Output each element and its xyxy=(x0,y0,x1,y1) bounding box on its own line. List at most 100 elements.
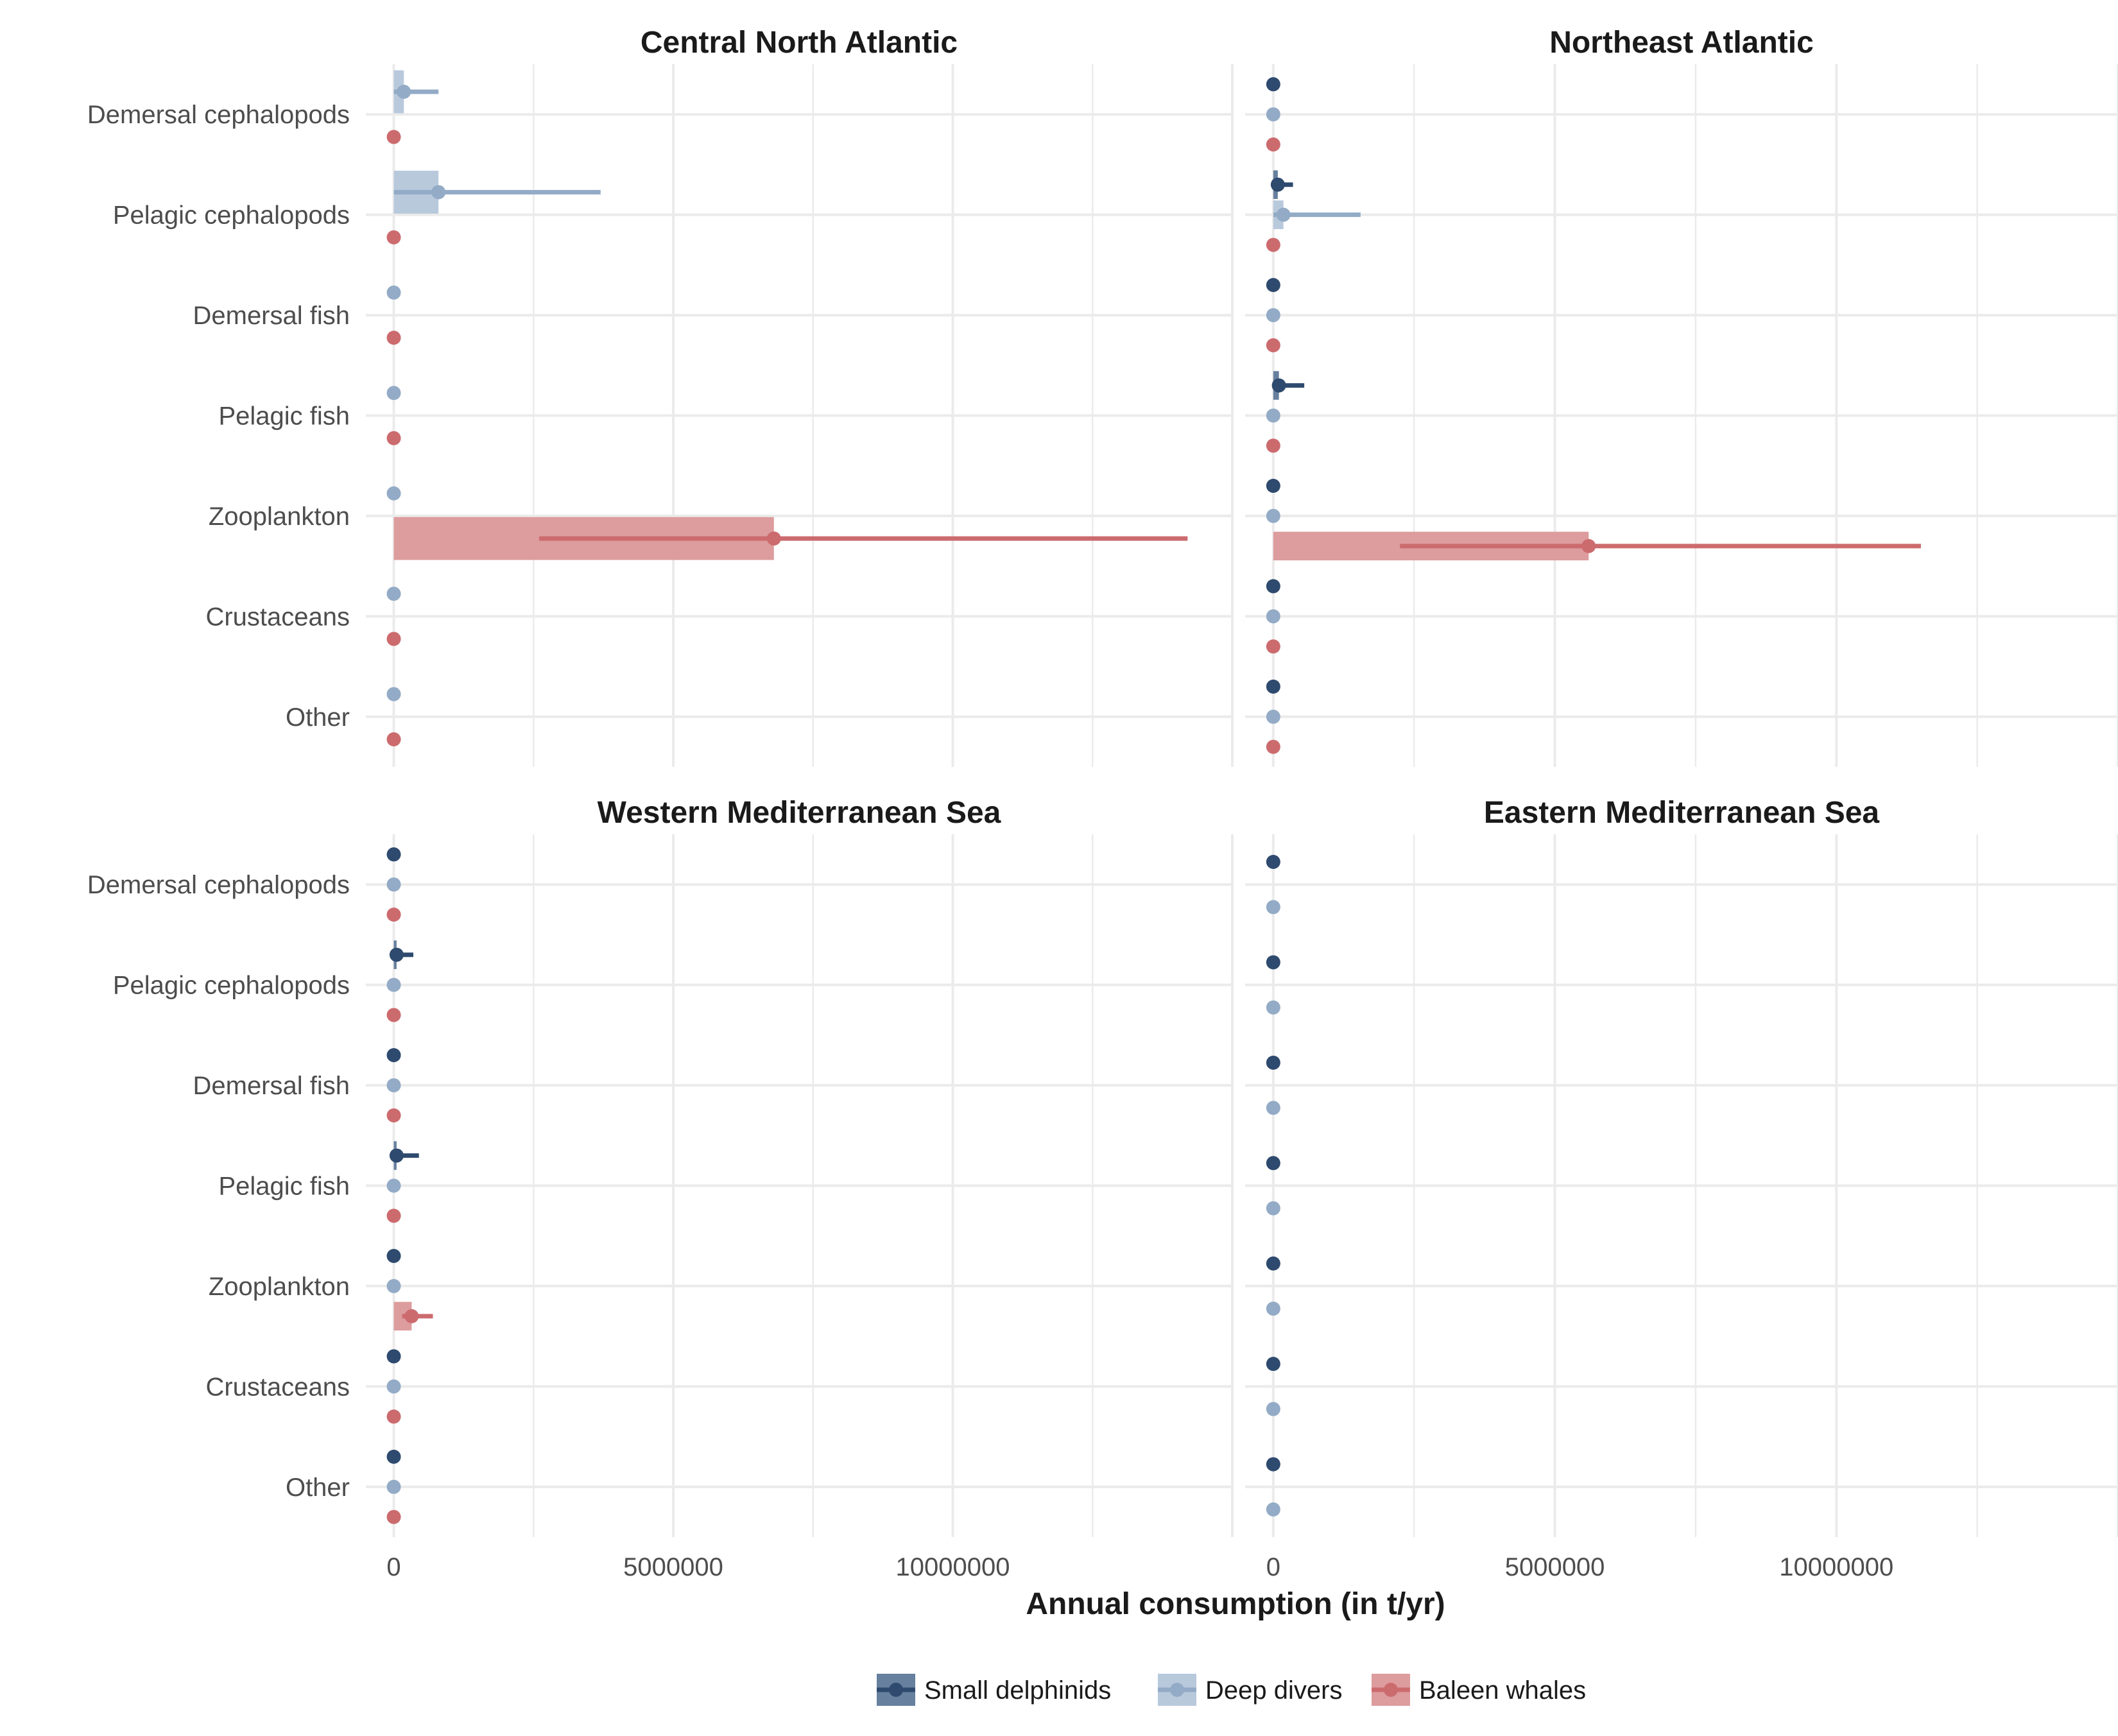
point-baleen-whales xyxy=(386,230,401,245)
point-deep-divers xyxy=(1266,508,1280,523)
legend-label: Baleen whales xyxy=(1419,1676,1586,1705)
y-tick-label: Pelagic fish xyxy=(218,1173,350,1201)
x-tick-label: 5000000 xyxy=(1505,1553,1605,1581)
point-deep-divers xyxy=(386,1479,401,1494)
point-small-delphinids xyxy=(386,1048,401,1063)
point-deep-divers xyxy=(386,1278,401,1293)
point-baleen-whales xyxy=(766,531,781,546)
point-small-delphinids xyxy=(1266,579,1280,594)
point-small-delphinids xyxy=(386,1249,401,1263)
point-small-delphinids xyxy=(386,847,401,862)
point-deep-divers xyxy=(1266,1000,1280,1015)
point-baleen-whales xyxy=(1266,739,1280,754)
point-deep-divers xyxy=(1266,308,1280,323)
point-deep-divers xyxy=(386,977,401,992)
point-baleen-whales xyxy=(386,732,401,746)
panel-northeast-atlantic: Northeast Atlantic xyxy=(1245,26,2118,767)
point-small-delphinids xyxy=(1266,278,1280,293)
point-deep-divers xyxy=(1266,1502,1280,1517)
series-deep-divers xyxy=(386,877,401,1494)
x-tick-label: 0 xyxy=(386,1553,400,1581)
point-baleen-whales xyxy=(386,431,401,445)
panel-western-mediterranean-sea: Western Mediterranean Sea Demersal cephal… xyxy=(87,796,1234,1581)
point-baleen-whales xyxy=(404,1309,419,1323)
x-tick-label: 5000000 xyxy=(623,1553,723,1581)
point-baleen-whales xyxy=(1266,338,1280,352)
series-deep-divers xyxy=(1266,900,1280,1517)
panel-title: Eastern Mediterranean Sea xyxy=(1484,796,1880,830)
point-deep-divers xyxy=(1266,408,1280,423)
panel-central-north-atlantic: Central North Atlantic Demersal cephalopo… xyxy=(87,26,1234,767)
point-deep-divers xyxy=(386,877,401,892)
series-small-delphinids xyxy=(1266,855,1280,1472)
legend-item-deep-divers: Deep divers xyxy=(1158,1674,1342,1706)
point-baleen-whales xyxy=(386,331,401,345)
point-deep-divers xyxy=(1266,1101,1280,1115)
point-baleen-whales xyxy=(386,1108,401,1122)
point-small-delphinids xyxy=(1266,1055,1280,1070)
series-baleen-whales xyxy=(386,130,1188,746)
point-baleen-whales xyxy=(1266,137,1280,152)
legend-item-baleen-whales: Baleen whales xyxy=(1372,1674,1586,1706)
legend-item-small-delphinids: Small delphinids xyxy=(877,1674,1111,1706)
point-small-delphinids xyxy=(1266,679,1280,694)
point-baleen-whales xyxy=(386,1409,401,1424)
legend: Small delphinids Deep divers Baleen whales xyxy=(877,1674,1586,1706)
y-tick-label: Pelagic cephalopods xyxy=(113,972,350,1000)
point-baleen-whales xyxy=(1581,538,1596,553)
point-small-delphinids xyxy=(389,947,404,962)
panel-title: Western Mediterranean Sea xyxy=(598,796,1001,830)
point-small-delphinids xyxy=(1266,1256,1280,1271)
y-tick-label: Pelagic cephalopods xyxy=(113,202,350,230)
point-baleen-whales xyxy=(1266,438,1280,453)
point-small-delphinids xyxy=(386,1349,401,1364)
series-baleen-whales xyxy=(386,907,433,1524)
point-deep-divers xyxy=(1266,1402,1280,1416)
legend-key-point xyxy=(1384,1683,1398,1697)
legend-key-point xyxy=(1170,1683,1184,1697)
point-deep-divers xyxy=(1266,609,1280,624)
point-small-delphinids xyxy=(1266,77,1280,92)
point-deep-divers xyxy=(1266,1302,1280,1316)
y-tick-label: Demersal cephalopods xyxy=(87,871,350,899)
legend-key-point xyxy=(889,1683,903,1697)
y-tick-label: Zooplankton xyxy=(209,503,350,531)
panels: Central North Atlantic Demersal cephalopo… xyxy=(87,26,2118,1581)
point-deep-divers xyxy=(386,386,401,400)
point-deep-divers xyxy=(386,687,401,701)
point-small-delphinids xyxy=(1266,479,1280,493)
point-small-delphinids xyxy=(1266,1156,1280,1171)
y-tick-label: Other xyxy=(286,703,350,732)
y-tick-label: Demersal fish xyxy=(193,1072,350,1100)
point-baleen-whales xyxy=(386,1509,401,1524)
point-deep-divers xyxy=(386,486,401,501)
point-baleen-whales xyxy=(1266,639,1280,654)
x-axis-title: Annual consumption (in t/yr) xyxy=(1026,1587,1445,1621)
point-baleen-whales xyxy=(386,1208,401,1223)
point-deep-divers xyxy=(431,185,446,200)
y-tick-label: Demersal cephalopods xyxy=(87,101,350,129)
point-small-delphinids xyxy=(389,1148,404,1163)
point-deep-divers xyxy=(386,1178,401,1193)
point-deep-divers xyxy=(386,285,401,300)
point-deep-divers xyxy=(1266,900,1280,915)
point-baleen-whales xyxy=(386,1008,401,1022)
x-tick-label: 10000000 xyxy=(1779,1553,1893,1581)
y-tick-label: Crustaceans xyxy=(205,603,350,631)
point-deep-divers xyxy=(386,1078,401,1093)
point-small-delphinids xyxy=(1266,855,1280,870)
point-deep-divers xyxy=(1266,709,1280,724)
point-small-delphinids xyxy=(1270,177,1285,192)
point-small-delphinids xyxy=(386,1449,401,1464)
point-baleen-whales xyxy=(1266,237,1280,252)
point-baleen-whales xyxy=(386,632,401,646)
panel-eastern-mediterranean-sea: Eastern Mediterranean Sea 0 5000000 1000000… xyxy=(1245,796,2118,1581)
y-tick-label: Zooplankton xyxy=(209,1273,350,1301)
series-baleen-whales xyxy=(1266,137,1921,754)
point-deep-divers xyxy=(1276,207,1291,222)
point-small-delphinids xyxy=(1266,955,1280,970)
point-deep-divers xyxy=(1266,107,1280,122)
panel-title: Central North Atlantic xyxy=(641,26,958,60)
